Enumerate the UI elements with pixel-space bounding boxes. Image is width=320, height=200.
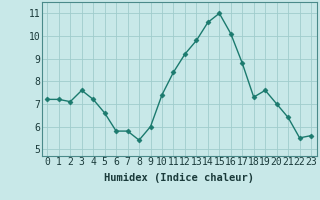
X-axis label: Humidex (Indice chaleur): Humidex (Indice chaleur) bbox=[104, 173, 254, 183]
